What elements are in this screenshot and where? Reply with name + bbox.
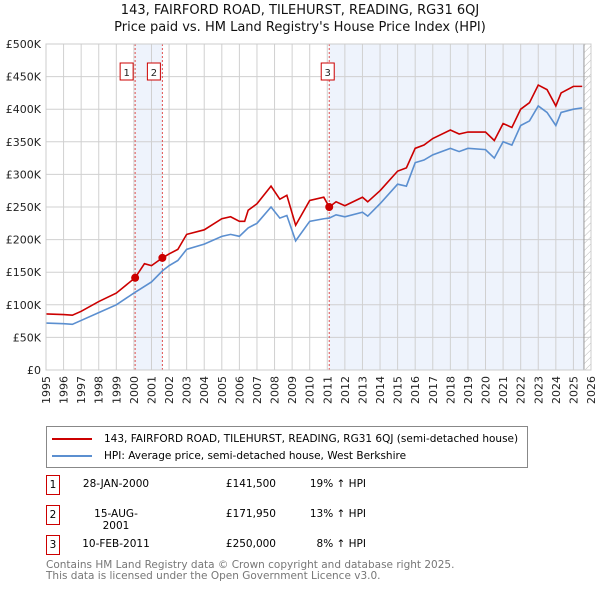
sale-marker: 2 xyxy=(46,505,60,525)
y-tick-label: £250K xyxy=(6,201,42,214)
y-tick-label: £400K xyxy=(6,103,42,116)
sale-marker: 3 xyxy=(46,535,60,555)
x-tick-label: 2016 xyxy=(409,376,422,404)
sale-hpi: 19% ↑ HPI xyxy=(309,478,366,490)
x-tick-label: 2019 xyxy=(462,376,475,404)
sale-date: 28-JAN-2000 xyxy=(82,478,150,490)
sale-row-3: 3 10-FEB-2011 £250,000 8% ↑ HPI xyxy=(46,535,546,555)
property-price-line xyxy=(45,83,583,317)
y-tick-label: £200K xyxy=(6,234,42,247)
sale-marker-label: 2 xyxy=(151,68,157,79)
x-tick-label: 2021 xyxy=(497,376,510,404)
x-tick-label: 2022 xyxy=(515,376,528,404)
legend-item-hpi: HPI: Average price, semi-detached house,… xyxy=(47,447,406,464)
y-tick-label: £0 xyxy=(27,364,41,377)
x-tick-label: 2005 xyxy=(216,376,229,404)
sale-price: £141,500 xyxy=(225,478,276,490)
x-tick-label: 2024 xyxy=(550,376,563,404)
sale-marker-box xyxy=(320,62,335,81)
sale-row-1: 1 28-JAN-2000 £141,500 19% ↑ HPI xyxy=(46,475,546,495)
x-tick-label: 2007 xyxy=(251,376,264,404)
x-tick-label: 1998 xyxy=(93,376,106,404)
y-tick-label: £350K xyxy=(6,136,42,149)
legend-item-property: 143, FAIRFORD ROAD, TILEHURST, READING, … xyxy=(47,430,518,447)
sale-price: £171,950 xyxy=(225,508,276,520)
sale-date: 15-AUG-2001 xyxy=(94,508,138,532)
chart-title: 143, FAIRFORD ROAD, TILEHURST, READING, … xyxy=(120,3,480,18)
x-tick-label: 2018 xyxy=(444,376,457,404)
x-tick-label: 2013 xyxy=(356,376,369,404)
sale-marker-label: 1 xyxy=(123,68,129,79)
x-tick-label: 2008 xyxy=(269,376,282,404)
sale-marker-box xyxy=(146,62,161,81)
x-tick-label: 2011 xyxy=(321,376,334,404)
chart-subtitle: Price paid vs. HM Land Registry's House … xyxy=(114,20,486,35)
y-tick-label: £300K xyxy=(6,168,42,181)
x-tick-label: 2025 xyxy=(567,376,580,404)
x-tick-label: 2009 xyxy=(286,376,299,404)
sale-point xyxy=(158,253,167,262)
x-tick-label: 2014 xyxy=(374,376,387,404)
x-tick-label: 2002 xyxy=(163,376,176,404)
x-tick-label: 2004 xyxy=(198,376,211,404)
legend-label: 143, FAIRFORD ROAD, TILEHURST, READING, … xyxy=(104,432,519,445)
plot-border xyxy=(45,43,592,371)
legend-swatch-blue xyxy=(52,454,92,457)
x-tick-label: 2001 xyxy=(145,376,158,404)
hpi-line xyxy=(45,104,583,326)
y-tick-label: £450K xyxy=(6,71,42,84)
y-tick-label: £500K xyxy=(6,38,42,51)
x-tick-label: 2006 xyxy=(233,376,246,404)
x-tick-label: 2000 xyxy=(128,376,141,404)
x-tick-label: 2026 xyxy=(585,376,598,404)
sale-row-2: 2 15-AUG-2001 £171,950 13% ↑ HPI xyxy=(46,505,546,532)
footer-line: Contains HM Land Registry data © Crown c… xyxy=(46,559,455,571)
y-tick-label: £100K xyxy=(6,299,42,312)
legend-label: HPI: Average price, semi-detached house,… xyxy=(104,449,407,462)
x-tick-label: 2017 xyxy=(427,376,440,404)
sale-point xyxy=(325,203,334,211)
x-tick-label: 2023 xyxy=(532,376,545,404)
y-tick-label: £50K xyxy=(13,331,42,344)
x-tick-label: 1995 xyxy=(40,376,53,404)
sale-hpi: 8% ↑ HPI xyxy=(316,538,366,550)
sale-marker-box xyxy=(119,62,134,81)
x-tick-label: 2015 xyxy=(392,376,405,404)
sale-date: 10-FEB-2011 xyxy=(82,538,150,550)
x-tick-label: 1996 xyxy=(58,376,71,404)
x-tick-label: 2010 xyxy=(304,376,317,404)
sale-hpi: 13% ↑ HPI xyxy=(309,508,366,520)
footer: Contains HM Land Registry data © Crown c… xyxy=(46,560,454,582)
legend-swatch-red xyxy=(52,437,92,440)
x-tick-label: 2012 xyxy=(339,376,352,404)
sale-marker-label: 3 xyxy=(325,68,331,79)
y-tick-label: £150K xyxy=(6,266,42,279)
footer-line: This data is licensed under the Open Gov… xyxy=(46,570,381,582)
legend: 143, FAIRFORD ROAD, TILEHURST, READING, … xyxy=(46,426,528,468)
sale-point xyxy=(131,273,140,282)
sale-price: £250,000 xyxy=(225,538,276,550)
x-tick-label: 2003 xyxy=(181,376,194,404)
x-tick-label: 1999 xyxy=(110,376,123,404)
plot-area: 1995 1996 1997 1998 1999 2000 2001 2002 2003 2004… xyxy=(6,38,598,404)
x-tick-label: 2020 xyxy=(480,376,493,404)
x-tick-label: 1997 xyxy=(75,376,88,404)
sale-marker: 1 xyxy=(46,475,60,495)
